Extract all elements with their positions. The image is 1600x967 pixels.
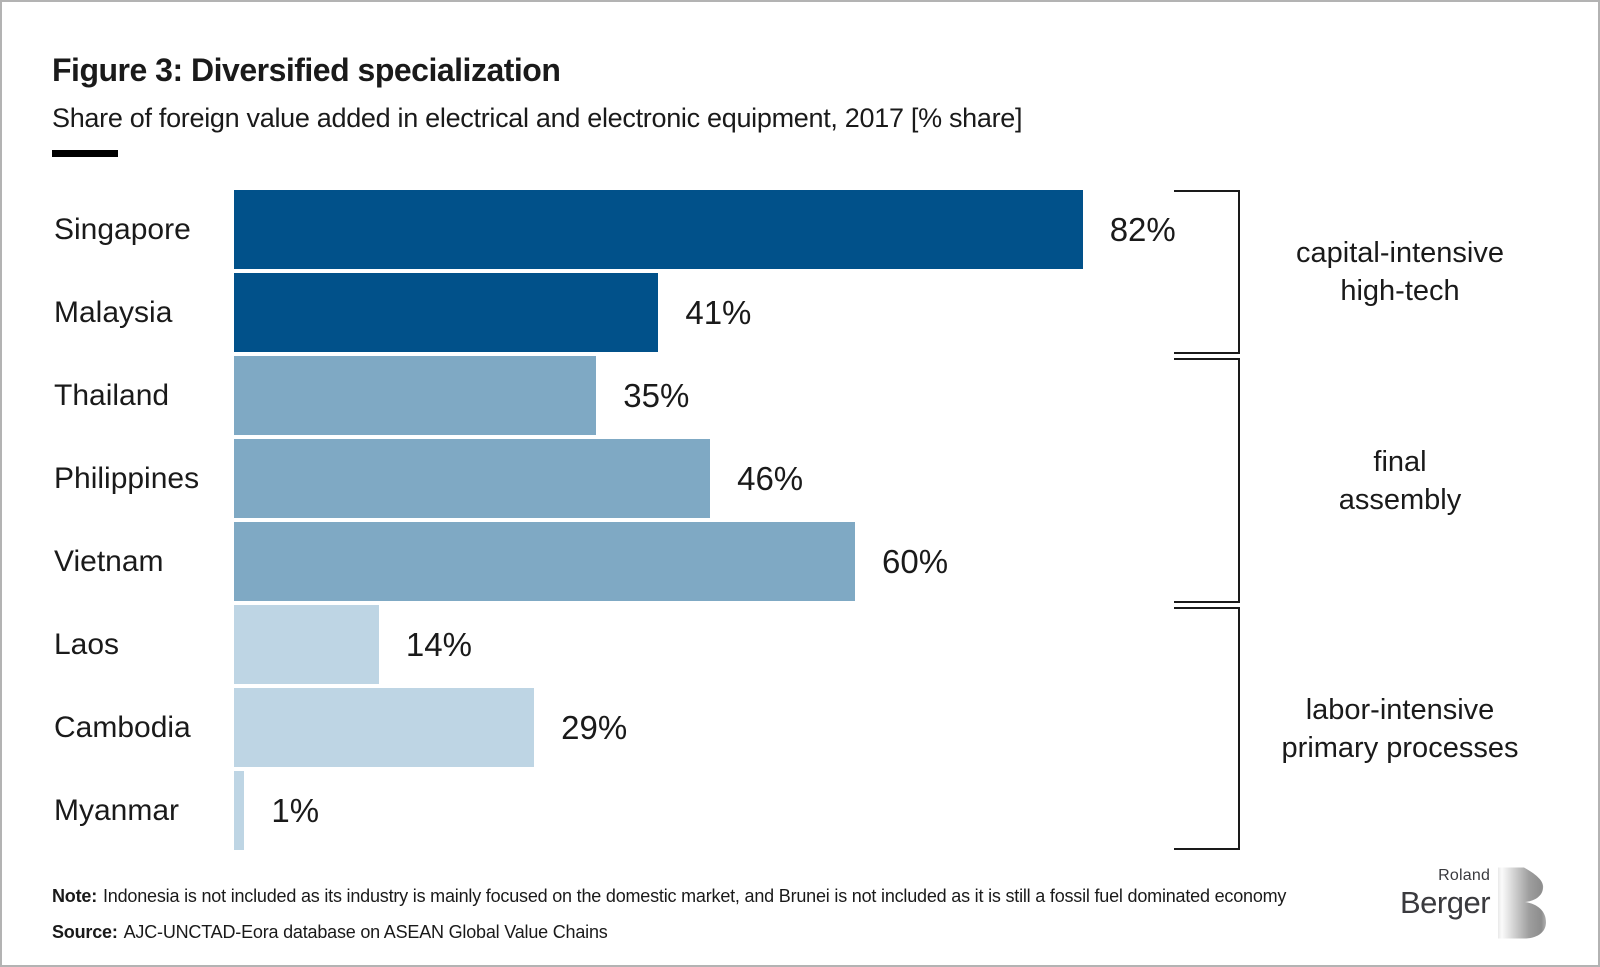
group-label-final: final assembly (1250, 358, 1550, 603)
group-bracket-labor-intensive (1174, 607, 1240, 850)
bar-myanmar (234, 771, 245, 850)
category-label-malaysia: Malaysia (54, 296, 173, 329)
group-label-line: final (1373, 445, 1427, 478)
bar-vietnam (234, 522, 855, 601)
group-bracket-capital-intensive (1174, 190, 1240, 354)
source-line: Source: AJC-UNCTAD-Eora database on ASEAN… (52, 922, 608, 943)
logo-berger-text: Berger (1400, 885, 1491, 920)
bar-philippines (234, 439, 711, 518)
note-text: Indonesia is not included as its industr… (103, 886, 1287, 906)
value-label-vietnam: 60% (882, 543, 949, 580)
value-label-laos: 14% (405, 626, 472, 663)
logo-roland-text: Roland (1438, 867, 1491, 884)
group-label-capital-intensive: capital-intensive high-tech (1250, 190, 1550, 354)
value-label-malaysia: 41% (685, 294, 752, 331)
group-label-labor-intensive: labor-intensive primary processes (1250, 607, 1550, 850)
roland-berger-logo: Roland Berger (1400, 866, 1547, 940)
source-text: AJC-UNCTAD-Eora database on ASEAN Global… (123, 922, 608, 942)
category-label-myanmar: Myanmar (54, 794, 180, 827)
group-label-line: primary processes (1281, 731, 1519, 764)
value-label-cambodia: 29% (561, 709, 628, 746)
category-label-singapore: Singapore (54, 213, 191, 246)
bar-singapore (234, 190, 1083, 269)
note-label: Note: (52, 886, 97, 906)
value-label-myanmar: 1% (271, 792, 320, 829)
group-label-line: assembly (1338, 483, 1462, 516)
figure-subtitle: Share of foreign value added in electric… (52, 103, 1023, 133)
source-label: Source: (52, 922, 118, 942)
category-label-laos: Laos (54, 628, 120, 661)
note-line: Note: Indonesia is not included as its in… (52, 886, 1286, 907)
category-label-cambodia: Cambodia (54, 711, 191, 744)
group-label-line: capital-intensive (1296, 237, 1504, 269)
category-label-vietnam: Vietnam (54, 545, 164, 578)
group-label-line: high-tech (1340, 275, 1460, 307)
category-label-thailand: Thailand (54, 379, 170, 412)
roland-berger-b-icon (1498, 867, 1547, 939)
value-label-singapore: 82% (1109, 211, 1176, 248)
bar-malaysia (234, 273, 659, 352)
title-accent-rule (52, 150, 118, 157)
group-label-line: labor-intensive (1305, 693, 1495, 726)
bar-laos (234, 605, 379, 684)
value-label-thailand: 35% (623, 377, 690, 414)
roland-berger-wordmark: Roland Berger (1400, 867, 1491, 940)
bar-cambodia (234, 688, 535, 767)
category-label-philippines: Philippines (54, 462, 200, 495)
figure-title: Figure 3: Diversified specialization (52, 52, 561, 88)
value-label-philippines: 46% (737, 460, 804, 497)
group-bracket-final (1174, 358, 1240, 603)
bar-thailand (234, 356, 597, 435)
